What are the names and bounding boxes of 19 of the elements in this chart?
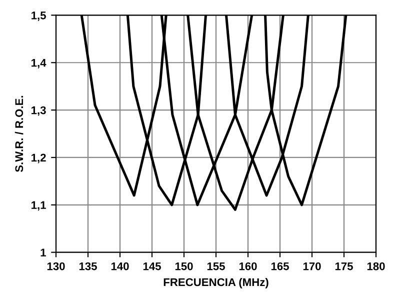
- x-tick-label: 170: [303, 262, 321, 270]
- x-tick-label: 140: [111, 262, 129, 270]
- x-tick-label: 135: [79, 262, 97, 270]
- y-tick-label: 1,3: [32, 106, 46, 116]
- x-tick-label: 165: [271, 262, 289, 270]
- x-tick-label: 145: [143, 262, 161, 270]
- y-tick-label: 1,4: [32, 59, 46, 68]
- x-tick-label: 180: [367, 262, 385, 270]
- y-tick-label: 1,2: [32, 154, 46, 164]
- x-tick-label: 160: [239, 262, 257, 270]
- y-tick-label: 1,5: [32, 12, 46, 21]
- y-tick-label: 1: [40, 248, 46, 256]
- x-tick-label: 155: [207, 262, 225, 270]
- y-axis-title: S.W.R. / R.O.E.: [14, 96, 24, 172]
- y-tick-label: 1,1: [32, 201, 46, 211]
- x-tick-label: 175: [335, 262, 353, 270]
- x-axis-title: FRECUENCIA (MHz): [164, 278, 268, 288]
- x-tick-label: 130: [47, 262, 65, 270]
- x-tick-label: 150: [175, 262, 193, 270]
